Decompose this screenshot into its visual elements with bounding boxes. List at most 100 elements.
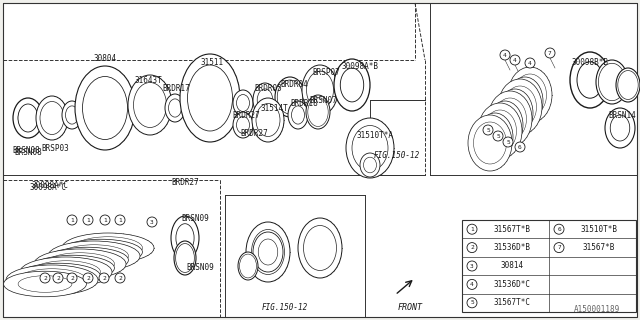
Text: 2: 2 <box>118 276 122 281</box>
Ellipse shape <box>62 233 154 263</box>
Ellipse shape <box>493 98 527 140</box>
Text: 30098A*B: 30098A*B <box>342 61 378 70</box>
Circle shape <box>467 243 477 252</box>
Ellipse shape <box>128 75 172 135</box>
Text: BRDR18: BRDR18 <box>290 99 318 108</box>
Ellipse shape <box>596 60 628 104</box>
Ellipse shape <box>507 77 543 125</box>
Ellipse shape <box>497 89 533 137</box>
Text: 2: 2 <box>86 276 90 281</box>
Ellipse shape <box>34 249 126 279</box>
Circle shape <box>510 55 520 65</box>
Ellipse shape <box>503 97 527 129</box>
Circle shape <box>545 48 555 58</box>
Ellipse shape <box>19 105 38 131</box>
Text: BRDR27: BRDR27 <box>232 110 260 119</box>
Ellipse shape <box>498 79 542 135</box>
Ellipse shape <box>31 261 100 283</box>
Text: BRDR04: BRDR04 <box>280 79 308 89</box>
Text: FIG.150-12: FIG.150-12 <box>374 150 420 159</box>
Ellipse shape <box>62 101 82 129</box>
Text: 30098B*B: 30098B*B <box>572 58 609 67</box>
Text: 1: 1 <box>470 227 474 232</box>
Ellipse shape <box>74 237 143 259</box>
Text: BRSN07: BRSN07 <box>309 95 337 105</box>
Ellipse shape <box>257 89 273 111</box>
Circle shape <box>99 273 109 283</box>
Ellipse shape <box>346 118 394 178</box>
Ellipse shape <box>74 244 128 260</box>
Circle shape <box>515 142 525 152</box>
Ellipse shape <box>477 113 513 161</box>
Ellipse shape <box>175 244 195 272</box>
Text: 3: 3 <box>470 263 474 268</box>
Ellipse shape <box>298 218 342 278</box>
Text: BRDR05: BRDR05 <box>254 84 282 92</box>
Ellipse shape <box>275 77 305 117</box>
Ellipse shape <box>468 115 512 171</box>
Ellipse shape <box>352 125 388 171</box>
Circle shape <box>67 273 77 283</box>
Circle shape <box>40 273 50 283</box>
Text: 7: 7 <box>557 245 561 250</box>
Text: 6: 6 <box>518 145 522 149</box>
Ellipse shape <box>237 94 250 111</box>
Ellipse shape <box>360 153 380 177</box>
Ellipse shape <box>239 254 257 278</box>
Text: 31510T*A: 31510T*A <box>356 131 394 140</box>
Text: 4: 4 <box>503 52 507 58</box>
Text: 31567T*B: 31567T*B <box>493 225 531 234</box>
Circle shape <box>100 215 110 225</box>
Circle shape <box>554 224 564 234</box>
Ellipse shape <box>13 98 43 138</box>
Text: 2: 2 <box>70 276 74 281</box>
Ellipse shape <box>288 101 308 129</box>
Ellipse shape <box>188 65 232 131</box>
Ellipse shape <box>40 101 64 134</box>
Text: 31643T: 31643T <box>134 76 162 84</box>
Ellipse shape <box>291 106 305 124</box>
Text: 31511: 31511 <box>200 58 223 67</box>
Ellipse shape <box>598 63 626 101</box>
Ellipse shape <box>334 59 370 111</box>
Circle shape <box>483 125 493 135</box>
Ellipse shape <box>302 65 338 115</box>
Ellipse shape <box>18 104 38 132</box>
Text: 4: 4 <box>513 58 517 62</box>
Text: 30098A*C: 30098A*C <box>31 180 68 189</box>
Ellipse shape <box>513 85 537 116</box>
Ellipse shape <box>307 71 333 109</box>
Ellipse shape <box>303 226 337 270</box>
Text: 2: 2 <box>43 276 47 281</box>
Text: FIG.150-12: FIG.150-12 <box>262 303 308 313</box>
Ellipse shape <box>45 247 129 273</box>
Ellipse shape <box>478 103 522 159</box>
Ellipse shape <box>48 241 140 271</box>
Text: 31514T: 31514T <box>260 103 288 113</box>
Text: FRONT: FRONT <box>397 303 422 313</box>
Ellipse shape <box>253 83 277 117</box>
Text: 1: 1 <box>103 218 107 222</box>
Ellipse shape <box>259 239 278 265</box>
Ellipse shape <box>165 94 185 122</box>
Circle shape <box>493 131 503 141</box>
Text: 2: 2 <box>56 276 60 281</box>
Ellipse shape <box>618 70 638 100</box>
Ellipse shape <box>237 116 250 133</box>
Text: 31536D*B: 31536D*B <box>493 243 531 252</box>
FancyBboxPatch shape <box>3 3 637 317</box>
Text: 2: 2 <box>102 276 106 281</box>
Ellipse shape <box>253 232 283 272</box>
Ellipse shape <box>75 66 135 150</box>
Ellipse shape <box>233 112 253 138</box>
Ellipse shape <box>508 67 552 123</box>
Ellipse shape <box>238 252 258 280</box>
Circle shape <box>525 58 535 68</box>
Ellipse shape <box>18 263 100 289</box>
Ellipse shape <box>252 98 284 142</box>
Text: 30814: 30814 <box>500 261 524 270</box>
Ellipse shape <box>60 239 143 265</box>
Ellipse shape <box>493 109 516 140</box>
Text: 5: 5 <box>496 133 500 139</box>
Ellipse shape <box>176 224 194 252</box>
